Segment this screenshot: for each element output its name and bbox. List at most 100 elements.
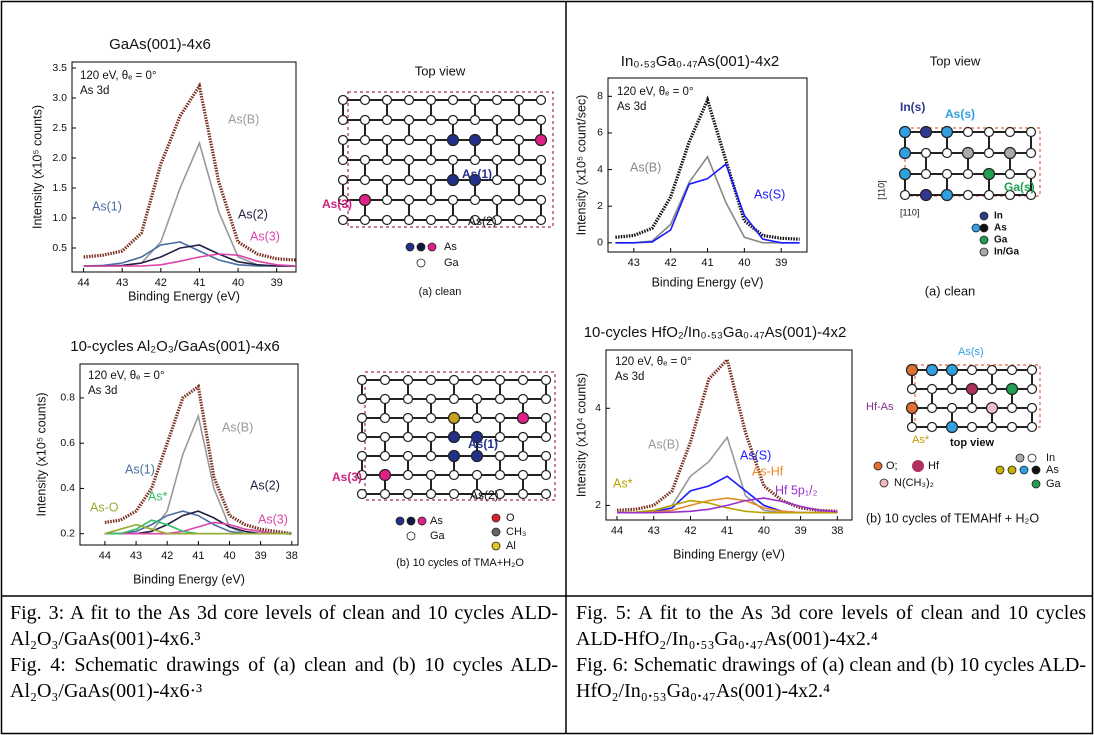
y-axis-label: Intensity (x10⁴ counts) [574, 373, 588, 497]
annotation: 120 eV, θₑ = 0° [615, 356, 692, 368]
y-tick-label: 3.5 [52, 62, 67, 74]
atom [1028, 385, 1037, 394]
caption-left: Fig. 3: A fit to the As 3d core levels o… [10, 600, 558, 704]
atom [1008, 423, 1017, 432]
legend-marker [1008, 466, 1016, 474]
atom [405, 96, 414, 105]
atom [449, 413, 460, 424]
atom [928, 385, 937, 394]
atom [515, 216, 524, 225]
atom [519, 376, 528, 385]
atom [968, 404, 977, 413]
legend-marker [407, 532, 415, 540]
atom [405, 136, 414, 145]
series-label: As(B) [228, 112, 259, 126]
atom [361, 216, 370, 225]
atom [496, 376, 505, 385]
atom [908, 423, 917, 432]
atom [404, 471, 413, 480]
legend-marker [1016, 454, 1024, 462]
diagram-label: As [444, 241, 457, 253]
y-tick-label: 4 [597, 163, 603, 175]
atom [404, 395, 413, 404]
series-label: As(3) [250, 229, 280, 243]
y-tick-label: 2 [595, 499, 601, 511]
atom [427, 414, 436, 423]
chart-title: 10-cycles HfO₂/In₀.₅₃Ga₀.₄₇As(001)-4x2 [584, 324, 847, 341]
diagram-label: As(2) [468, 214, 497, 228]
atom [967, 384, 978, 395]
atom [519, 490, 528, 499]
diagram-label: As(1) [462, 167, 492, 181]
series-label: As(3) [258, 512, 288, 526]
legend-marker [880, 479, 888, 487]
atom [427, 176, 436, 185]
atom [339, 116, 348, 125]
diagram-label: In [1046, 452, 1055, 464]
atom [537, 216, 546, 225]
x-tick-label: 38 [286, 550, 298, 562]
atom [947, 365, 958, 376]
atom [988, 385, 997, 394]
atom [427, 452, 436, 461]
atom [473, 414, 482, 423]
diagram-label: Ga [430, 530, 446, 542]
atom [537, 96, 546, 105]
y-tick-label: 2.0 [52, 152, 67, 164]
x-tick-label: 42 [684, 525, 696, 537]
atom [383, 156, 392, 165]
atom [381, 395, 390, 404]
atom [427, 433, 436, 442]
atom [405, 116, 414, 125]
chart-title: In₀.₅₃Ga₀.₄₇As(001)-4x2 [621, 53, 779, 70]
diagram-label: As(2) [470, 488, 499, 502]
diagram-label: O [506, 512, 515, 524]
y-tick-label: 2 [597, 200, 603, 212]
series-label: As-O [90, 500, 119, 514]
x-tick-label: 44 [77, 277, 89, 289]
x-tick-label: 43 [116, 277, 128, 289]
atom [381, 490, 390, 499]
atom [339, 176, 348, 185]
atom [358, 452, 367, 461]
legend-marker [996, 466, 1004, 474]
x-tick-label: 42 [665, 257, 677, 269]
atom [427, 196, 436, 205]
atom [427, 116, 436, 125]
x-axis-label: Binding Energy (eV) [133, 572, 245, 586]
atom [404, 490, 413, 499]
atom [515, 136, 524, 145]
legend-marker [980, 224, 988, 232]
series-label: As-Hf [752, 464, 784, 478]
legend-marker [492, 514, 500, 522]
atom [1008, 404, 1017, 413]
legend-marker [492, 528, 500, 536]
atom [948, 385, 957, 394]
x-tick-label: 44 [611, 525, 623, 537]
atom [405, 216, 414, 225]
atom [404, 414, 413, 423]
caption: Fig. 5: A fit to the As 3d core levels o… [576, 600, 1086, 652]
atom [427, 156, 436, 165]
atom [473, 376, 482, 385]
x-tick-label: 44 [99, 550, 111, 562]
atom [537, 116, 546, 125]
atom [381, 376, 390, 385]
atom [358, 376, 367, 385]
legend-marker [980, 212, 988, 220]
atom [449, 432, 460, 443]
atom [339, 216, 348, 225]
annotation: 120 eV, θₑ = 0° [88, 370, 165, 382]
series-label: As* [613, 476, 633, 490]
atom [450, 471, 459, 480]
caption-right: Fig. 5: A fit to the As 3d core levels o… [576, 600, 1086, 704]
atom [493, 156, 502, 165]
atom [515, 116, 524, 125]
y-tick-label: 1.0 [52, 212, 67, 224]
atom [496, 414, 505, 423]
atom [515, 156, 524, 165]
series-label: As(B) [222, 420, 253, 434]
y-axis-label: Intensity (x10⁵ counts) [34, 393, 48, 517]
diagram-label: Top view [930, 53, 981, 68]
atom [542, 433, 551, 442]
